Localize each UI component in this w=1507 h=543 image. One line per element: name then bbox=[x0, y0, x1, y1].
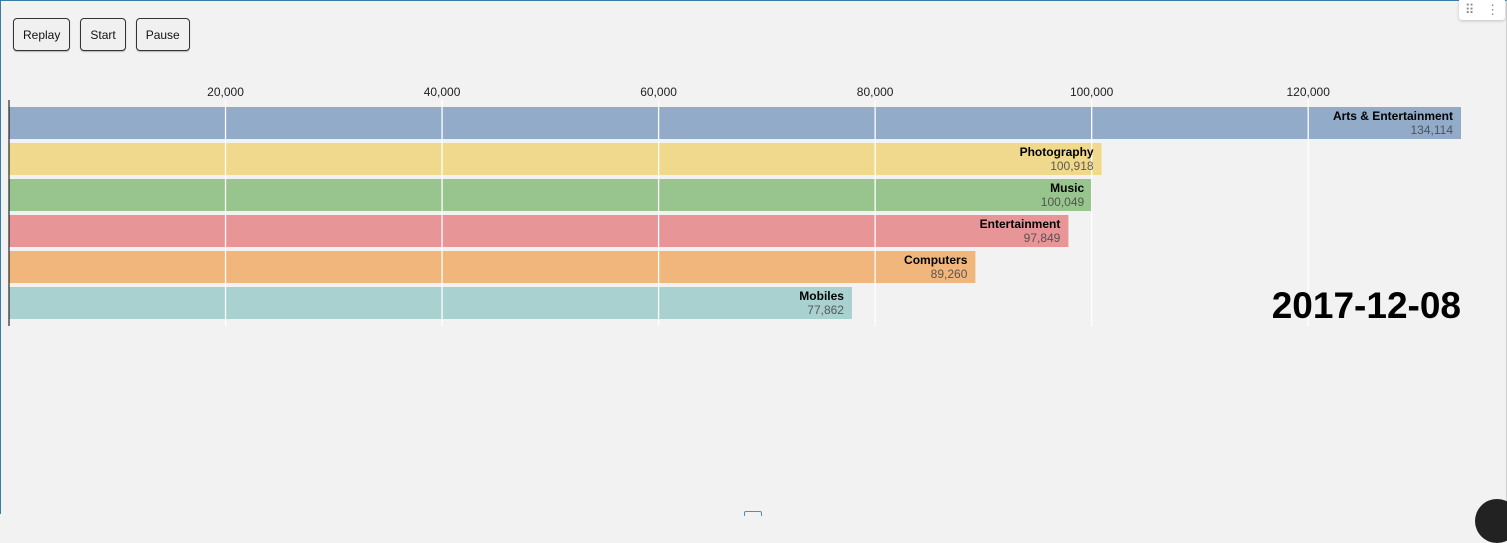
bar-5 bbox=[9, 287, 852, 319]
x-tick-label: 20,000 bbox=[207, 85, 244, 99]
bar-0 bbox=[9, 107, 1461, 139]
bar-value-label: 97,849 bbox=[1024, 231, 1061, 245]
bottom-handle bbox=[744, 511, 762, 516]
bar-value-label: 77,862 bbox=[807, 303, 844, 317]
x-tick-label: 100,000 bbox=[1070, 85, 1114, 99]
bar-name-label: Arts & Entertainment bbox=[1333, 109, 1453, 123]
date-label: 2017-12-08 bbox=[1272, 285, 1461, 326]
bar-value-label: 89,260 bbox=[931, 267, 968, 281]
bar-value-label: 100,049 bbox=[1041, 195, 1085, 209]
bar-1 bbox=[9, 143, 1102, 175]
x-tick-label: 60,000 bbox=[640, 85, 677, 99]
bar-name-label: Computers bbox=[904, 253, 968, 267]
bar-name-label: Entertainment bbox=[980, 217, 1061, 231]
bar-name-label: Photography bbox=[1020, 145, 1094, 159]
bar-4 bbox=[9, 251, 975, 283]
corner-avatar bbox=[1475, 499, 1507, 543]
bar-name-label: Mobiles bbox=[799, 289, 844, 303]
bar-value-label: 134,114 bbox=[1411, 123, 1454, 137]
x-tick-label: 80,000 bbox=[857, 85, 894, 99]
bar-chart-race: 20,000 40,000 60,000 80,000 100,000 120,000 A… bbox=[0, 0, 1507, 515]
x-tick-label: 40,000 bbox=[424, 85, 461, 99]
x-tick-label: 120,000 bbox=[1286, 85, 1330, 99]
bar-2 bbox=[9, 179, 1092, 211]
bar-3 bbox=[9, 215, 1068, 247]
grid-layer: 20,000 40,000 60,000 80,000 100,000 120,000 bbox=[207, 85, 1330, 99]
bar-value-label: 100,918 bbox=[1050, 159, 1094, 173]
bar-name-label: Music bbox=[1050, 181, 1084, 195]
bars-layer bbox=[9, 107, 1461, 319]
